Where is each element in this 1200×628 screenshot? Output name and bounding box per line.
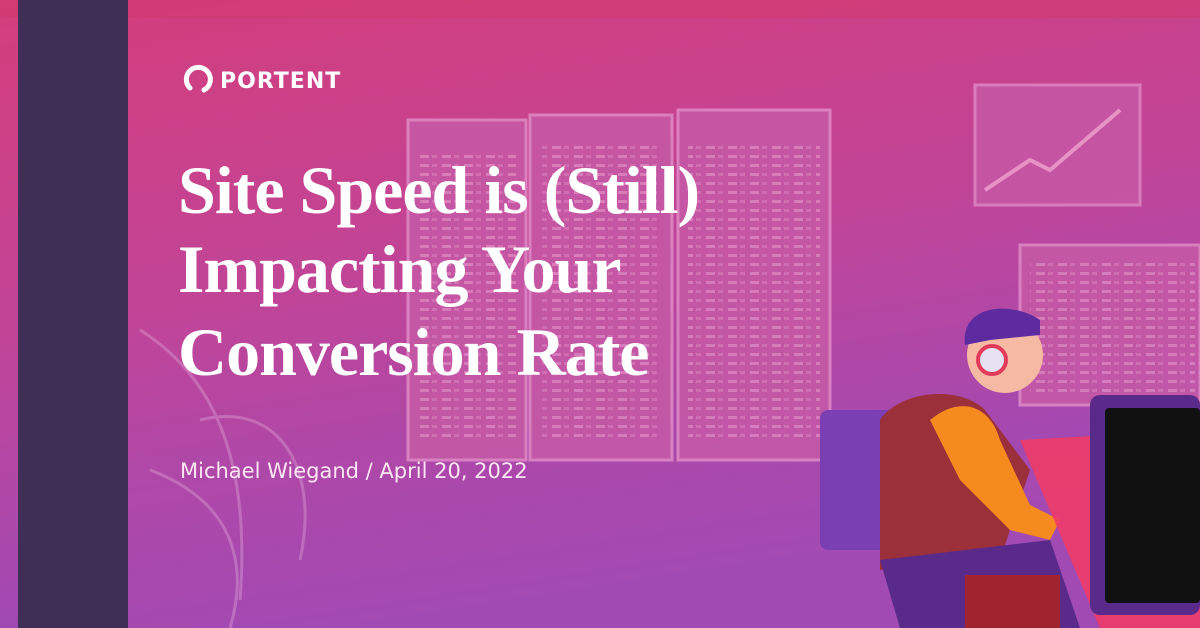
headline-line: Impacting Your (178, 231, 621, 307)
wall-monitor (1018, 243, 1200, 407)
person-illustration (820, 308, 1200, 628)
server-racks (406, 108, 832, 462)
wall-chart (973, 83, 1142, 207)
ceiling (0, 0, 1200, 18)
plant (139, 328, 307, 628)
byline: Michael Wiegand / April 20, 2022 (180, 459, 528, 483)
side-bar (18, 0, 128, 628)
brand-logo: PORTENT (183, 64, 341, 94)
brand-name: PORTENT (220, 69, 341, 94)
logo-icon (183, 64, 213, 93)
headline-line: Site Speed is (Still) (178, 152, 699, 228)
headline-line: Conversion Rate (178, 314, 648, 390)
